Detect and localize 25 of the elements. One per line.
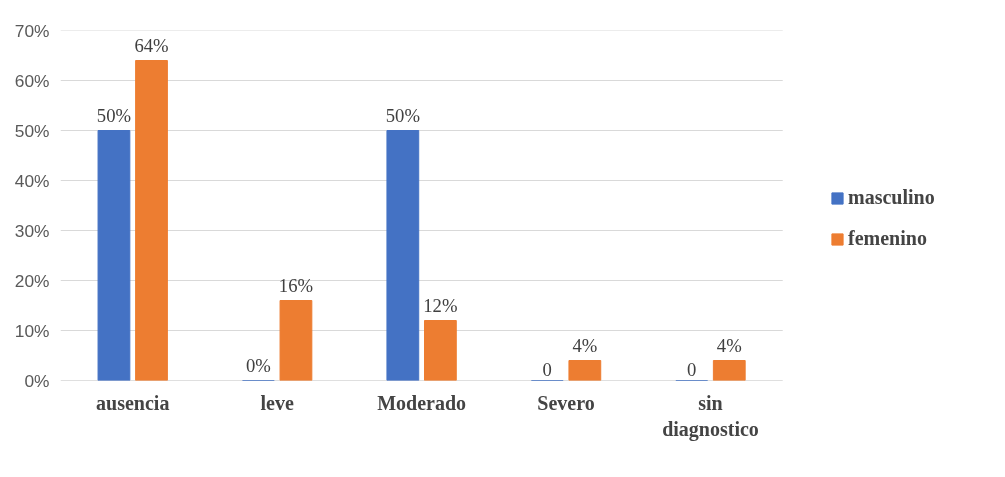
- data-label: 64%: [134, 34, 169, 56]
- data-label: 4%: [716, 334, 742, 356]
- data-label: 16%: [278, 274, 314, 296]
- x-tick-label: Moderado: [377, 391, 467, 414]
- y-tick-label: 70%: [14, 20, 50, 41]
- data-label: 0%: [245, 354, 271, 376]
- data-label: 50%: [385, 104, 420, 126]
- x-tick-label: sin diagnostico: [662, 391, 759, 441]
- y-tick-label: 50%: [14, 120, 50, 141]
- x-tick-label: leve: [260, 391, 294, 414]
- data-label: 12%: [423, 294, 458, 316]
- data-label: 0: [542, 358, 552, 380]
- x-tick-label: Severo: [537, 391, 595, 414]
- y-tick-label: 20%: [14, 270, 50, 291]
- y-tick-label: 30%: [14, 220, 50, 241]
- y-tick-label: 60%: [14, 70, 50, 91]
- data-label: 0: [687, 358, 697, 380]
- legend-label: femenino: [848, 227, 927, 250]
- y-tick-label: 40%: [14, 170, 50, 191]
- y-tick-label: 0%: [24, 370, 50, 391]
- legend-label: masculino: [848, 186, 935, 209]
- data-label: 50%: [96, 104, 132, 126]
- x-tick-label: ausencia: [96, 391, 170, 414]
- y-tick-label: 10%: [14, 320, 50, 341]
- data-label: 4%: [572, 334, 598, 356]
